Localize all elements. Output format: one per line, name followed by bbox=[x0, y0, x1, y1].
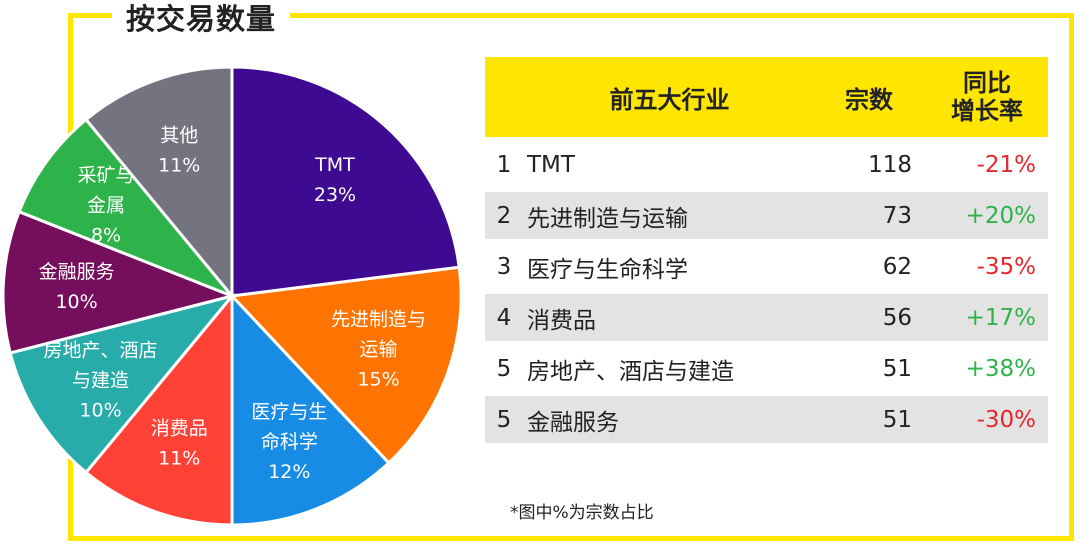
pie-slice-0 bbox=[230, 65, 461, 298]
pie-label-7: 其他 11% bbox=[158, 124, 200, 176]
rank-cell: 5 bbox=[485, 396, 523, 443]
yoy-cell: +38% bbox=[965, 355, 1036, 382]
pie-label-0: TMT 23% bbox=[314, 154, 356, 206]
table-row: 5 房地产、酒店与建造 51 +38% bbox=[485, 345, 1048, 392]
industry-cell: 金融服务 bbox=[523, 396, 812, 443]
rank-cell: 5 bbox=[496, 355, 512, 382]
pie-label-1: 先进制造与运输 15% bbox=[331, 309, 426, 391]
pie-chart: TMT 23% 先进制造与运输 15%医疗与生命科学 12% 消费品 11%房地产、酒店与建… bbox=[1, 65, 463, 527]
industry-cell: TMT bbox=[527, 151, 575, 178]
pie-label-4: 房地产、酒店与建造 10% bbox=[44, 339, 158, 421]
yoy-cell: -30% bbox=[926, 396, 1048, 443]
pie-slice-6 bbox=[17, 117, 234, 298]
pie-slice-2 bbox=[230, 292, 391, 527]
table-header-row: 前五大行业 宗数 同比 增长率 bbox=[485, 57, 1048, 137]
header-industry: 前五大行业 bbox=[523, 57, 812, 137]
count-cell: 73 bbox=[812, 192, 926, 239]
count-cell: 51 bbox=[812, 396, 926, 443]
pie-label-5: 金融服务 10% bbox=[39, 261, 115, 313]
rank-cell: 1 bbox=[496, 151, 512, 178]
count-cell: 62 bbox=[882, 253, 912, 280]
header-count: 宗数 bbox=[812, 57, 926, 137]
yoy-cell: +17% bbox=[926, 294, 1048, 341]
count-cell: 51 bbox=[882, 355, 912, 382]
rank-cell: 3 bbox=[496, 253, 512, 280]
pie-label-6: 采矿与金属 8% bbox=[78, 164, 135, 246]
table-row: 4 消费品 56 +17% bbox=[485, 294, 1048, 341]
yoy-cell: -21% bbox=[976, 151, 1036, 178]
pie-slice-1 bbox=[228, 265, 463, 466]
footnote: *图中%为宗数占比 bbox=[510, 503, 654, 523]
industry-cell: 消费品 bbox=[523, 294, 812, 341]
yoy-cell: +20% bbox=[926, 192, 1048, 239]
count-cell: 118 bbox=[868, 151, 912, 178]
yoy-cell: -35% bbox=[976, 253, 1036, 280]
industry-cell: 房地产、酒店与建造 bbox=[527, 358, 734, 385]
table-row: 3 医疗与生命科学 62 -35% bbox=[485, 243, 1048, 290]
table-row: 5 金融服务 51 -30% bbox=[485, 396, 1048, 443]
header-yoy-line2: 增长率 bbox=[951, 97, 1023, 125]
top-industries-table: 前五大行业 宗数 同比 增长率 1 TMT 118 -21% 2 先进制造与运输 … bbox=[485, 53, 1048, 447]
header-yoy-line1: 同比 bbox=[963, 69, 1011, 97]
header-yoy: 同比 增长率 bbox=[926, 57, 1048, 137]
industry-cell: 医疗与生命科学 bbox=[527, 256, 688, 283]
header-rank bbox=[485, 57, 523, 137]
table-row: 2 先进制造与运输 73 +20% bbox=[485, 192, 1048, 239]
pie-slice-3 bbox=[83, 291, 234, 527]
industry-cell: 先进制造与运输 bbox=[523, 192, 812, 239]
rank-cell: 2 bbox=[485, 192, 523, 239]
chart-title: 按交易数量 bbox=[112, 0, 291, 40]
table-row: 1 TMT 118 -21% bbox=[485, 141, 1048, 188]
pie-label-3: 消费品 11% bbox=[151, 418, 208, 470]
pie-slice-5 bbox=[1, 209, 237, 355]
rank-cell: 4 bbox=[485, 294, 523, 341]
pie-slice-7 bbox=[83, 65, 234, 301]
count-cell: 56 bbox=[812, 294, 926, 341]
pie-label-2: 医疗与生命科学 12% bbox=[251, 401, 327, 483]
